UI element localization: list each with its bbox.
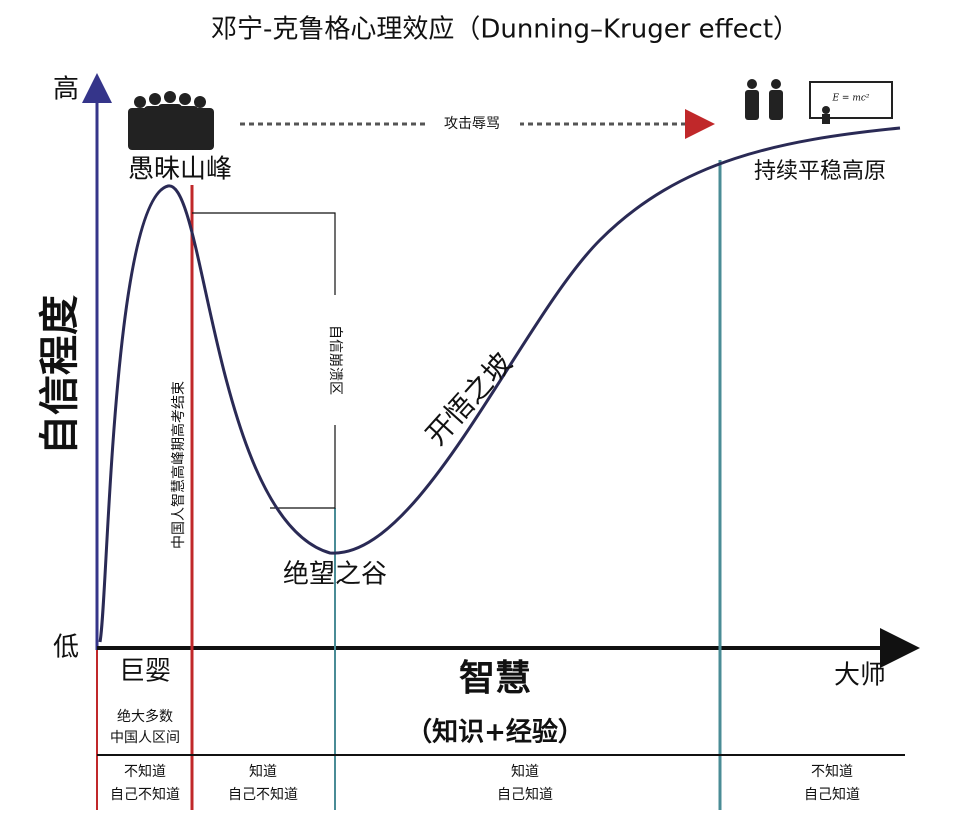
valley-label: 绝望之谷 bbox=[283, 560, 387, 590]
crowd-icon bbox=[128, 91, 214, 150]
majority-label: 中国人区间 bbox=[110, 730, 180, 746]
teacher-icon bbox=[745, 79, 893, 124]
stage-label: 不知道 bbox=[811, 763, 853, 780]
y-low: 低 bbox=[53, 633, 79, 663]
majority-label: 绝大多数 bbox=[117, 708, 173, 725]
stage-label: 不知道 bbox=[124, 763, 166, 780]
y-label: 自信程度 bbox=[37, 295, 83, 455]
slope-label: 开悟之坡 bbox=[419, 346, 518, 451]
x-left: 巨婴 bbox=[119, 657, 171, 687]
title: 邓宁-克鲁格心理效应（Dunning–Kruger effect） bbox=[211, 15, 799, 45]
stage-label: 自己知道 bbox=[804, 786, 860, 803]
x-label: 智慧 bbox=[459, 658, 531, 699]
stage-label: 自己不知道 bbox=[110, 786, 180, 803]
stage-label: 知道 bbox=[249, 763, 277, 780]
peak-label: 愚昧山峰 bbox=[128, 155, 232, 185]
attack-label: 攻击辱骂 bbox=[444, 116, 500, 132]
label-bg bbox=[168, 340, 190, 590]
y-high: 高 bbox=[53, 75, 79, 105]
plateau-label: 持续平稳高原 bbox=[754, 159, 886, 184]
gaokao-label: 中国人智慧高峰期高考结束 bbox=[170, 381, 187, 549]
equation: E = mc² bbox=[831, 94, 869, 104]
x-sublabel: （知识+经验） bbox=[406, 717, 584, 748]
label-bg bbox=[425, 112, 520, 136]
collapse-bracket bbox=[192, 212, 336, 509]
stage-label: 知道 bbox=[511, 763, 539, 780]
curve bbox=[98, 126, 901, 643]
label-bg bbox=[325, 295, 345, 425]
collapse-label: 自信崩溃区 bbox=[327, 325, 343, 395]
x-right: 大师 bbox=[834, 661, 886, 691]
stage-label: 自己不知道 bbox=[228, 786, 298, 803]
stage-label: 自己知道 bbox=[497, 786, 553, 803]
